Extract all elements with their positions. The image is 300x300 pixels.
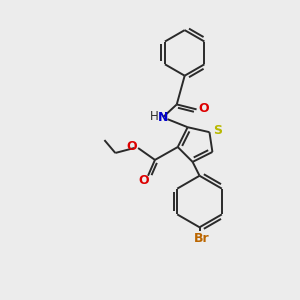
Text: O: O — [198, 102, 209, 115]
Text: N: N — [158, 111, 168, 124]
Text: O: O — [127, 140, 137, 152]
Text: H: H — [150, 110, 158, 123]
Text: O: O — [139, 174, 149, 187]
Text: S: S — [213, 124, 222, 137]
Text: Br: Br — [194, 232, 209, 245]
